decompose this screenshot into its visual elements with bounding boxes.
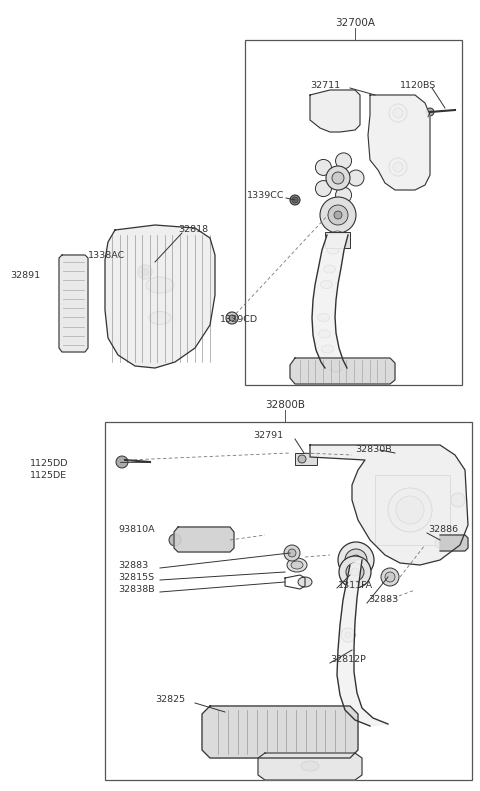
Polygon shape <box>59 255 88 352</box>
Polygon shape <box>312 235 348 368</box>
Polygon shape <box>337 560 388 726</box>
Circle shape <box>332 172 344 184</box>
Circle shape <box>169 534 181 546</box>
Circle shape <box>351 568 359 576</box>
Circle shape <box>229 315 235 321</box>
Polygon shape <box>310 445 468 565</box>
Circle shape <box>345 632 351 638</box>
Text: 1338AC: 1338AC <box>88 251 125 259</box>
Circle shape <box>339 556 371 588</box>
Circle shape <box>315 160 331 176</box>
Circle shape <box>284 545 300 561</box>
Text: 32711: 32711 <box>310 81 340 89</box>
Circle shape <box>334 211 342 219</box>
Circle shape <box>298 455 306 463</box>
Circle shape <box>435 538 445 548</box>
Polygon shape <box>202 706 358 758</box>
Text: 32791: 32791 <box>253 432 283 441</box>
Text: 1125DD: 1125DD <box>30 460 69 468</box>
Text: 32812P: 32812P <box>330 656 366 664</box>
Text: 1339CD: 1339CD <box>220 316 258 324</box>
Ellipse shape <box>327 246 339 254</box>
Circle shape <box>328 205 348 225</box>
Text: 32800B: 32800B <box>265 400 305 410</box>
Text: 32883: 32883 <box>118 561 148 570</box>
Polygon shape <box>258 753 362 780</box>
Bar <box>105 422 472 780</box>
Text: 1120BS: 1120BS <box>400 81 436 89</box>
Bar <box>325 232 350 248</box>
Circle shape <box>315 180 331 197</box>
Polygon shape <box>290 358 395 384</box>
Circle shape <box>320 197 356 233</box>
Bar <box>245 40 462 385</box>
Circle shape <box>451 493 465 507</box>
Circle shape <box>226 312 238 324</box>
Circle shape <box>346 563 364 581</box>
Bar <box>295 453 317 465</box>
Ellipse shape <box>149 312 171 324</box>
Ellipse shape <box>301 761 319 771</box>
Text: 1339CC: 1339CC <box>247 191 285 199</box>
Polygon shape <box>310 90 360 132</box>
Text: 1311FA: 1311FA <box>338 581 373 589</box>
Circle shape <box>326 166 350 190</box>
Text: 93810A: 93810A <box>118 525 155 535</box>
Circle shape <box>138 265 152 279</box>
Polygon shape <box>368 95 430 190</box>
Circle shape <box>336 187 351 203</box>
Ellipse shape <box>287 558 307 572</box>
Ellipse shape <box>321 281 333 289</box>
Circle shape <box>338 542 374 578</box>
Ellipse shape <box>322 345 334 353</box>
Circle shape <box>288 549 296 557</box>
Polygon shape <box>105 225 215 368</box>
Circle shape <box>345 549 367 571</box>
Text: 32815S: 32815S <box>118 573 154 581</box>
Ellipse shape <box>298 577 312 587</box>
Ellipse shape <box>332 231 344 239</box>
Polygon shape <box>174 527 234 552</box>
Circle shape <box>116 456 128 468</box>
Polygon shape <box>440 535 468 551</box>
Circle shape <box>290 195 300 205</box>
Circle shape <box>381 568 399 586</box>
Ellipse shape <box>146 277 174 293</box>
Circle shape <box>388 488 432 532</box>
Circle shape <box>393 162 403 172</box>
Text: 32883: 32883 <box>368 596 398 604</box>
Circle shape <box>292 197 298 203</box>
Circle shape <box>143 270 147 274</box>
Text: 32891: 32891 <box>10 271 40 279</box>
Circle shape <box>396 496 424 524</box>
Circle shape <box>351 555 361 565</box>
Text: 32818: 32818 <box>178 225 208 234</box>
Ellipse shape <box>330 364 342 372</box>
Text: 32700A: 32700A <box>335 18 375 28</box>
Text: 1125DE: 1125DE <box>30 471 67 480</box>
Circle shape <box>385 572 395 582</box>
Circle shape <box>393 108 403 118</box>
Ellipse shape <box>324 265 336 273</box>
Circle shape <box>336 153 351 169</box>
Circle shape <box>341 628 355 642</box>
Ellipse shape <box>317 313 329 321</box>
Text: 32830B: 32830B <box>355 445 392 455</box>
Bar <box>375 475 450 545</box>
Circle shape <box>348 170 364 186</box>
Ellipse shape <box>319 330 331 338</box>
Text: 32825: 32825 <box>155 695 185 705</box>
Text: 32838B: 32838B <box>118 585 155 593</box>
Text: 32886: 32886 <box>428 525 458 535</box>
Circle shape <box>426 108 434 116</box>
Ellipse shape <box>291 561 303 569</box>
Circle shape <box>141 268 149 276</box>
